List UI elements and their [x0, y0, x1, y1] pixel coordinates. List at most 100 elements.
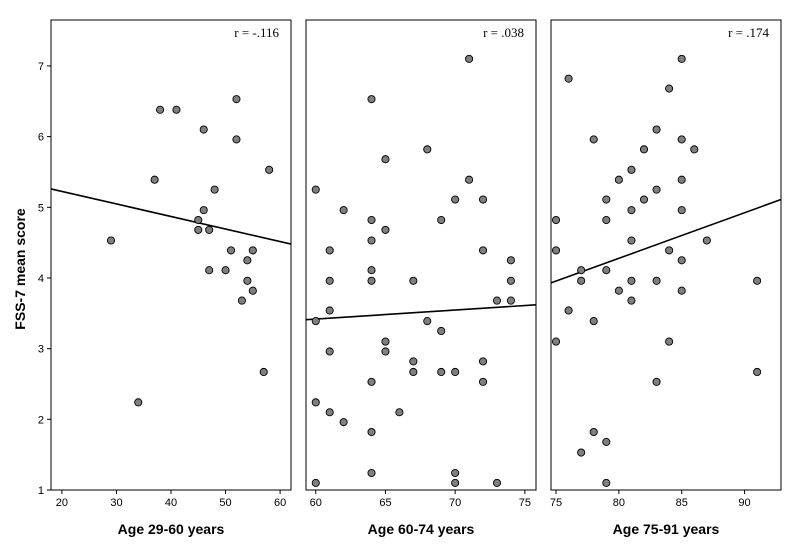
correlation-annotation: r = .174 [728, 25, 769, 40]
data-point [409, 276, 418, 285]
data-point [325, 347, 334, 356]
data-point [232, 95, 241, 104]
x-tick-label: 80 [613, 497, 625, 509]
panel-2: 60 65 70 75 r = .038 Age 60-74 years [305, 19, 537, 537]
x-axis-label: Age 29-60 years [118, 521, 225, 537]
data-point [381, 337, 390, 346]
x-tick-label: 20 [56, 497, 68, 509]
correlation-annotation: r = .038 [483, 25, 524, 40]
x-tick-label: 85 [676, 497, 688, 509]
x-tick-label: 50 [219, 497, 231, 509]
data-point [665, 246, 674, 255]
data-point [243, 276, 252, 285]
data-point [451, 367, 460, 377]
data-point [639, 145, 649, 154]
data-point [627, 236, 636, 245]
x-tick-label: 30 [110, 497, 122, 509]
data-point [325, 276, 334, 285]
data-point [602, 215, 611, 225]
data-point [627, 165, 636, 174]
fit-line [50, 188, 292, 245]
data-point [325, 408, 334, 417]
data-point [614, 175, 623, 184]
data-point [506, 256, 515, 265]
data-point [506, 276, 515, 285]
data-point [367, 468, 376, 478]
data-point [677, 175, 686, 184]
data-point [259, 367, 268, 377]
data-point [367, 95, 376, 104]
data-point [564, 74, 573, 83]
data-point [677, 256, 686, 265]
data-point [325, 306, 334, 315]
data-point [106, 236, 116, 245]
data-point [451, 468, 460, 478]
data-point [753, 276, 762, 285]
panel-frame [305, 19, 537, 491]
data-point [437, 326, 446, 336]
panel-frame [50, 19, 292, 491]
fit-line [550, 198, 782, 284]
data-point [172, 105, 181, 114]
data-point [506, 296, 515, 305]
panel-3: 75 80 85 90 r = .174 Age 75-91 years [550, 19, 782, 537]
data-point [311, 398, 320, 407]
data-point [237, 296, 246, 305]
data-point [409, 357, 418, 366]
data-point [652, 276, 661, 285]
data-point [437, 215, 446, 225]
data-point [451, 195, 460, 204]
x-tick-label: 60 [274, 497, 286, 509]
data-point [652, 377, 661, 386]
fit-line [305, 304, 537, 321]
data-point [639, 195, 649, 204]
data-point [243, 256, 252, 265]
y-tick-label: 5 [38, 202, 44, 214]
data-point [367, 215, 376, 225]
data-point [367, 276, 376, 285]
data-point [465, 54, 474, 63]
data-point [311, 478, 320, 487]
data-point [702, 236, 711, 245]
data-point [478, 377, 488, 386]
y-axis-label: FSS-7 mean score [12, 208, 28, 330]
x-tick-label: 90 [738, 497, 750, 509]
y-tick-label: 3 [38, 344, 44, 356]
data-point [248, 246, 257, 255]
data-point [199, 206, 208, 215]
x-tick-label: 70 [449, 497, 461, 509]
data-point [551, 337, 561, 346]
data-point [465, 175, 474, 184]
data-point [652, 185, 661, 194]
data-point [194, 215, 203, 225]
data-point [627, 296, 636, 305]
data-point [437, 367, 446, 377]
data-point [551, 215, 561, 225]
data-point [205, 266, 214, 275]
x-tick-label: 75 [519, 497, 531, 509]
x-tick-label: 40 [165, 497, 177, 509]
data-point [325, 246, 334, 255]
data-point [492, 296, 502, 305]
data-point [589, 317, 598, 326]
data-point [226, 246, 236, 255]
data-point [589, 427, 598, 437]
data-point [627, 276, 636, 285]
data-point [199, 125, 208, 134]
data-point [339, 418, 348, 427]
data-point [652, 125, 661, 134]
data-point [311, 317, 320, 326]
data-point [677, 54, 686, 63]
y-tick-label: 2 [38, 414, 44, 426]
data-point [210, 185, 219, 194]
data-point [577, 266, 586, 275]
panel-1: 20 30 40 50 60 1 2 3 4 5 6 7 r = -.116 Age 29-60 year… [38, 19, 292, 537]
data-point [423, 145, 432, 154]
data-point [665, 337, 674, 346]
data-point [423, 317, 432, 326]
data-point [367, 377, 376, 386]
y-tick-label: 7 [38, 61, 44, 73]
data-point [478, 357, 488, 366]
y-tick-label: 6 [38, 132, 44, 144]
data-point [381, 155, 390, 164]
